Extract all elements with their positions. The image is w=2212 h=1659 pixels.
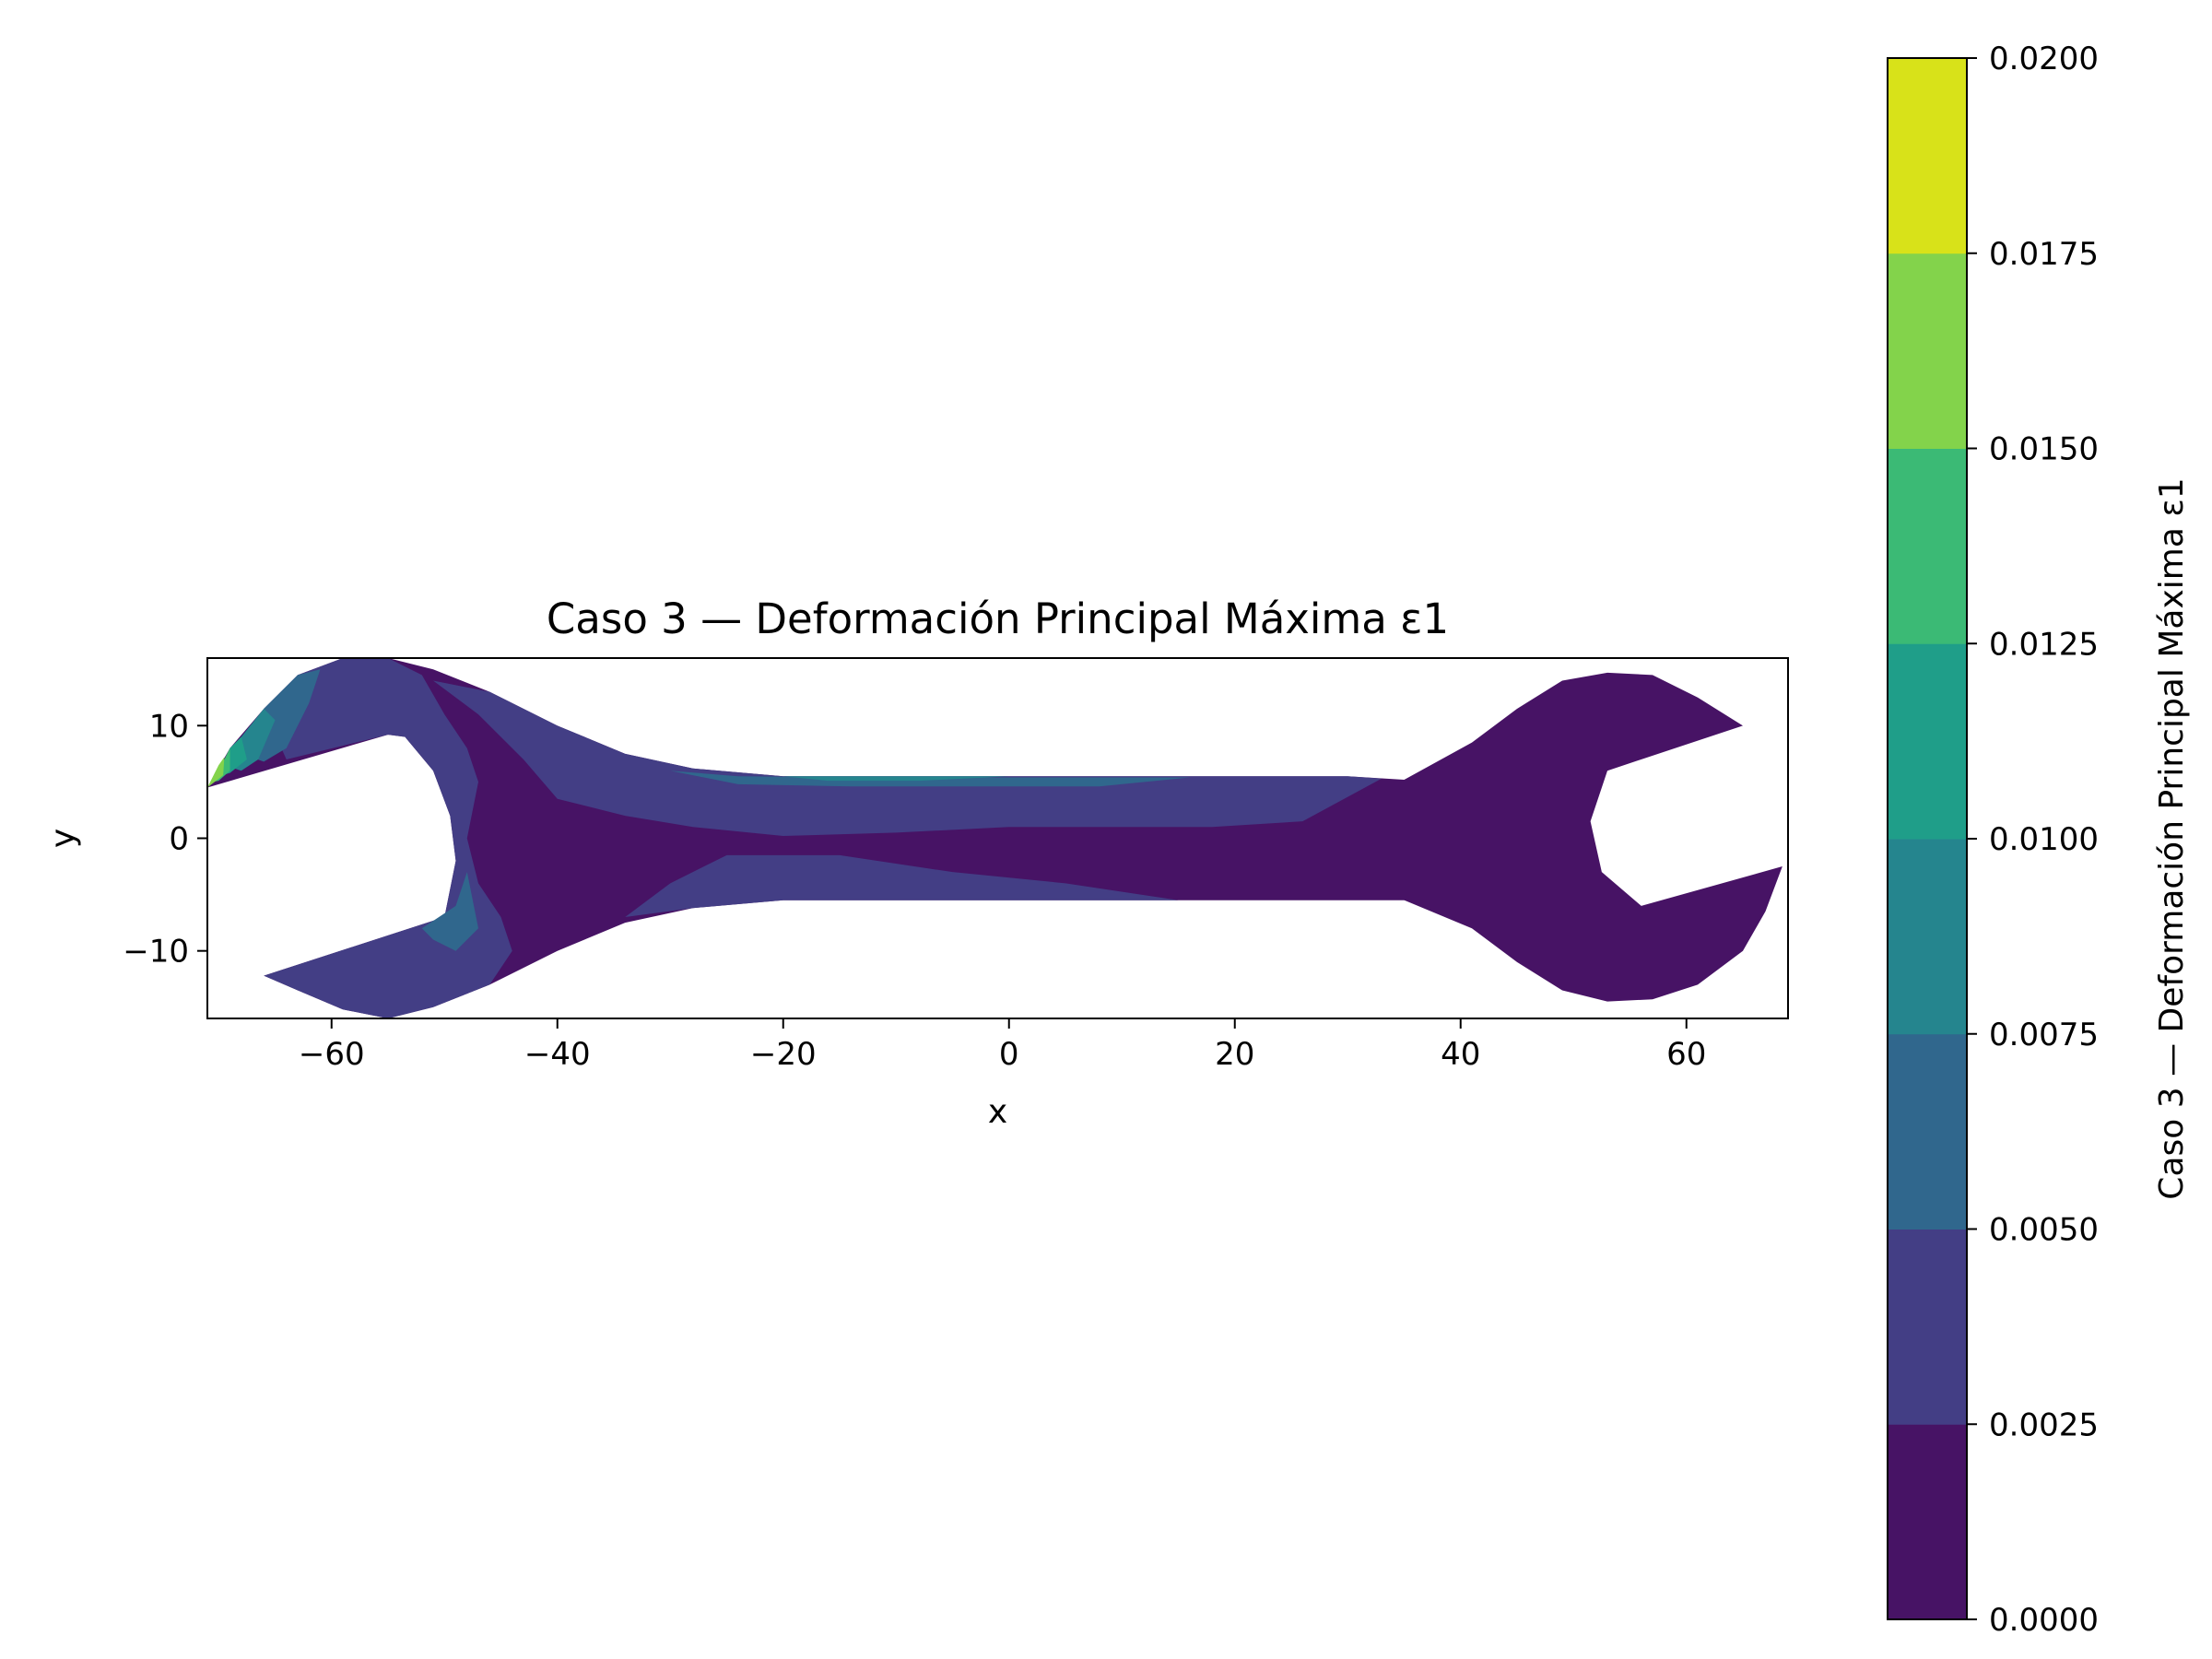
chart-title: Caso 3 — Deformación Principal Máxima ε1 [547, 594, 1449, 643]
colorbar-tick-label: 0.0125 [1989, 626, 2099, 663]
colorbar-label: Caso 3 — Deformación Principal Máxima ε1 [2153, 477, 2191, 1199]
colorbar-band [1888, 1033, 1967, 1230]
contour-region-band-mid-upper [433, 680, 1382, 837]
contour-fill [207, 658, 1783, 1018]
colorbar-band [1888, 839, 1967, 1035]
colorbar-band [1888, 253, 1967, 449]
colorbar: 0.0000 0.0025 0.0050 0.0075 0.0100 0.0125 0.01… [1887, 41, 2099, 1639]
colorbar-tick-label: 0.0075 [1989, 1017, 2099, 1053]
colorbar-band [1888, 1229, 1967, 1425]
x-tick-label: 0 [999, 1036, 1019, 1073]
colorbar-tick-label: 0.0050 [1989, 1212, 2099, 1249]
contour-region-band-center-thin [782, 776, 1009, 782]
colorbar-tick-label: 0.0100 [1989, 821, 2099, 858]
contour-region-band-left-tip-4 [207, 757, 225, 788]
colorbar-tick-label: 0.0150 [1989, 431, 2099, 468]
y-tick-label: 0 [169, 821, 189, 858]
x-axis: −60 −40 −20 0 20 40 60 [299, 1018, 1706, 1073]
x-tick-label: −20 [750, 1036, 817, 1073]
colorbar-band [1888, 1424, 1967, 1620]
colorbar-band [1888, 58, 1967, 254]
colorbar-tick-label: 0.0000 [1989, 1602, 2099, 1639]
colorbar-tick-label: 0.0200 [1989, 41, 2099, 77]
y-axis: 10 0 −10 [123, 708, 207, 971]
x-tick-label: 60 [1666, 1036, 1706, 1073]
x-tick-label: 20 [1215, 1036, 1254, 1073]
x-tick-label: −60 [299, 1036, 365, 1073]
contour-region-band-mid-lower [625, 854, 1179, 918]
x-tick-label: 40 [1441, 1036, 1480, 1073]
y-axis-label: y [44, 829, 82, 848]
y-tick-label: 10 [149, 708, 189, 745]
x-axis-label: x [988, 1093, 1007, 1131]
colorbar-tick-label: 0.0175 [1989, 236, 2099, 273]
colorbar-band [1888, 448, 1967, 644]
colorbar-band [1888, 643, 1967, 840]
colorbar-tick-label: 0.0025 [1989, 1406, 2099, 1443]
y-tick-label: −10 [123, 934, 189, 971]
contour-region-band-left-lower-arc [421, 872, 478, 951]
x-tick-label: −40 [524, 1036, 591, 1073]
